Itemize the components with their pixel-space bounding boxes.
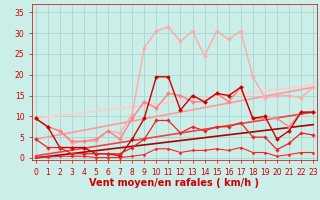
- X-axis label: Vent moyen/en rafales ( km/h ): Vent moyen/en rafales ( km/h ): [89, 178, 260, 188]
